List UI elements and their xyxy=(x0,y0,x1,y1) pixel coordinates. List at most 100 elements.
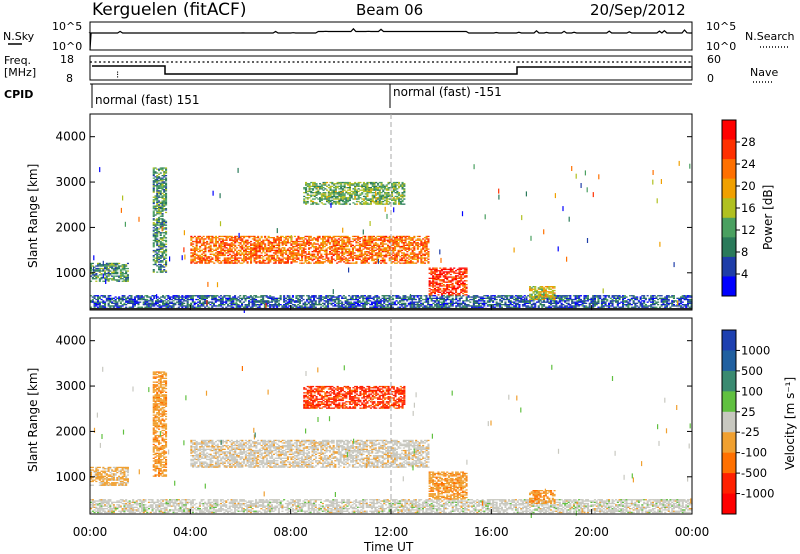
scatter-cell xyxy=(343,253,346,255)
scatter-cell xyxy=(320,306,323,308)
scatter-cell xyxy=(105,262,108,265)
scatter-cell xyxy=(483,301,486,303)
scatter-cell xyxy=(102,300,105,302)
scatter-cell xyxy=(251,297,254,299)
scatter-cell xyxy=(586,300,589,302)
scatter-cell xyxy=(197,304,200,306)
scatter-cell xyxy=(154,195,157,197)
scatter-cell xyxy=(202,243,205,245)
scatter-cell xyxy=(216,242,219,244)
scatter-cell xyxy=(608,305,611,307)
scatter-cell xyxy=(221,301,224,303)
scatter-cell xyxy=(415,258,418,260)
scatter-cell xyxy=(154,197,157,200)
scatter-cell xyxy=(441,297,444,299)
scatter-cell xyxy=(165,227,168,229)
scatter-cell xyxy=(558,295,561,297)
scatter-cell xyxy=(420,258,423,260)
scatter-cell xyxy=(299,248,302,250)
scatter-cell xyxy=(154,237,157,239)
scatter-cell xyxy=(211,235,214,238)
scatter-cell xyxy=(165,302,168,304)
scatter-cell xyxy=(163,257,166,259)
scatter-cell xyxy=(161,175,164,177)
scatter-cell xyxy=(154,238,157,240)
scatter-cell xyxy=(97,304,100,306)
scatter-cell xyxy=(158,246,161,248)
scatter-cell xyxy=(455,306,458,308)
scatter-cell xyxy=(523,304,526,306)
scatter-cell xyxy=(116,271,119,273)
scatter-cell xyxy=(458,300,461,302)
scatter-cell xyxy=(322,258,325,260)
scatter-cell xyxy=(213,249,216,251)
scatter-cell xyxy=(195,240,198,243)
scatter-cell xyxy=(152,190,155,192)
scatter-cell xyxy=(209,235,212,238)
scatter-cell xyxy=(198,305,201,307)
scatter-cell xyxy=(216,237,219,239)
scatter-cell xyxy=(355,262,358,264)
scatter-cell xyxy=(627,305,630,307)
scatter-cell xyxy=(241,248,244,250)
scatter-cell xyxy=(449,301,452,303)
scatter-cell xyxy=(465,304,468,306)
scatter-cell xyxy=(126,297,129,299)
scatter-cell xyxy=(292,253,295,255)
scatter-cell xyxy=(472,301,475,303)
scatter-cell xyxy=(152,196,155,198)
scatter-cell xyxy=(330,256,333,258)
scatter-cell xyxy=(216,258,219,260)
scatter-cell xyxy=(327,259,330,262)
scatter-cell xyxy=(543,300,546,302)
scatter-cell xyxy=(214,301,217,303)
scatter-cell xyxy=(393,295,396,297)
scatter-cell xyxy=(346,261,349,263)
scatter-cell xyxy=(276,247,279,249)
scatter-cell xyxy=(271,237,274,239)
scatter-cell xyxy=(119,301,122,303)
scatter-cell xyxy=(156,223,159,225)
scatter-cell xyxy=(107,267,110,270)
scatter-cell xyxy=(288,298,291,301)
scatter-cell xyxy=(206,243,209,245)
scatter-cell xyxy=(159,233,162,235)
scatter-cell xyxy=(272,238,275,240)
scatter-cell xyxy=(220,251,223,253)
scatter-cell xyxy=(297,306,300,308)
scatter-cell xyxy=(156,230,159,233)
scatter-cell xyxy=(264,262,267,264)
scatter-cell xyxy=(154,180,157,182)
scatter-cell xyxy=(467,305,470,307)
scatter-cell xyxy=(323,238,326,240)
scatter-cell xyxy=(263,295,266,297)
scatter-cell xyxy=(90,280,93,282)
scatter-cell xyxy=(611,296,614,298)
scatter-cell xyxy=(457,295,460,297)
scatter-cell xyxy=(167,296,170,298)
scatter-cell xyxy=(371,238,374,240)
scatter-cell xyxy=(341,302,344,304)
scatter-cell xyxy=(91,301,94,303)
scatter-cell xyxy=(632,296,635,298)
scatter-cell xyxy=(274,262,277,264)
scatter-cell xyxy=(165,260,168,262)
scatter-cell xyxy=(481,296,484,298)
scatter-cell xyxy=(107,270,110,272)
scatter-cell xyxy=(270,301,273,303)
scatter-cell xyxy=(292,245,295,248)
scatter-cell xyxy=(348,302,351,304)
scatter-cell xyxy=(262,296,265,298)
scatter-cell xyxy=(214,249,217,251)
scatter-cell xyxy=(578,298,581,301)
scatter-cell xyxy=(318,245,321,248)
scatter-cell xyxy=(156,236,159,238)
scatter-cell xyxy=(636,298,639,301)
scatter-cell xyxy=(458,295,461,297)
scatter-cell xyxy=(184,295,187,297)
scatter-cell xyxy=(188,304,191,306)
scatter-cell xyxy=(288,235,291,238)
scatter-cell xyxy=(255,249,258,251)
scatter-cell xyxy=(165,199,168,201)
scatter-cell xyxy=(327,296,330,298)
